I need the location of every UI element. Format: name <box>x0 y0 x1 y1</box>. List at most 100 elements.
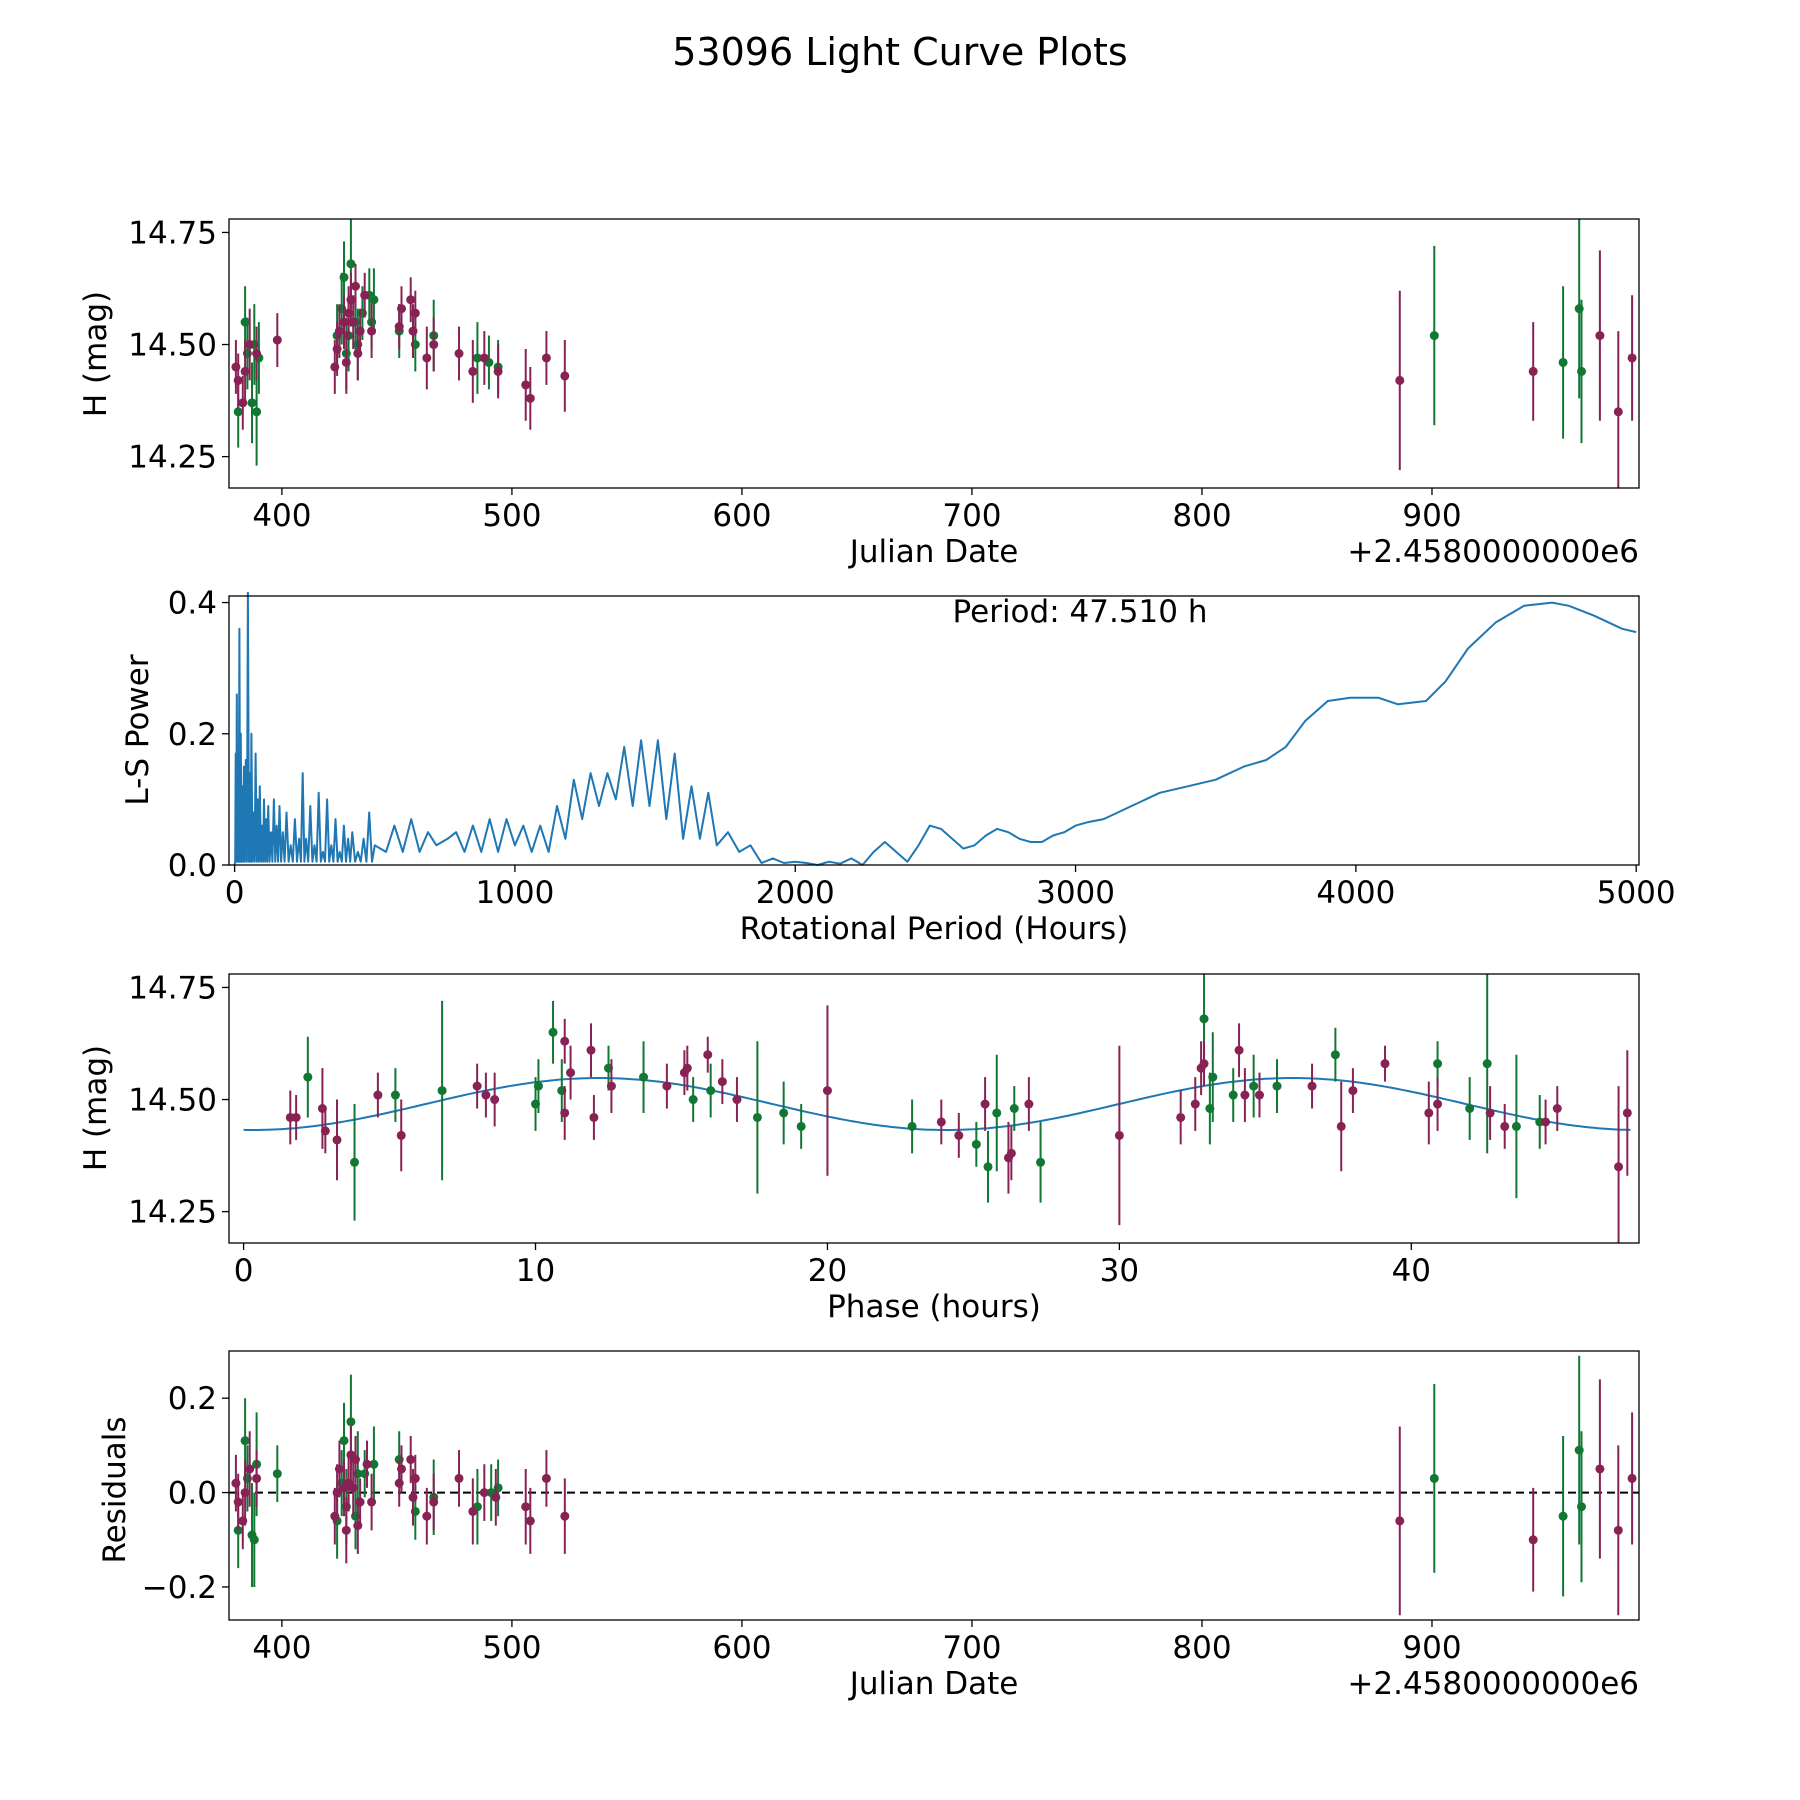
band_b-point <box>406 1455 416 1465</box>
band_b-point <box>560 1511 570 1521</box>
band_a-point <box>688 1095 698 1105</box>
band_a-point <box>272 1469 282 1479</box>
phased-model-curve <box>243 1077 1631 1131</box>
residuals-ylabel: Residuals <box>97 1416 133 1563</box>
band_a-point <box>983 1162 993 1172</box>
band_b-point <box>406 295 416 305</box>
band_a-point <box>1249 1081 1259 1091</box>
band_b-point <box>1541 1117 1551 1127</box>
band_b-point <box>1190 1099 1200 1109</box>
lightcurve-xtick-label: 700 <box>942 498 1001 534</box>
band_b-point <box>373 1090 383 1100</box>
band_b-point <box>525 393 535 403</box>
lightcurve-ticks: 400 500 600 700 800 900 14.25 14.50 14.75 <box>128 215 1461 534</box>
residuals-axes-frame <box>228 1350 1640 1621</box>
phased-xtick-label: 20 <box>808 1253 847 1289</box>
periodogram-axes-frame <box>228 595 1640 866</box>
band_b-point <box>348 317 358 327</box>
band_b-point <box>429 1497 439 1507</box>
band_b-point <box>397 304 407 314</box>
phased-xtick-label: 40 <box>1392 1253 1431 1289</box>
band_b-point <box>822 1086 832 1096</box>
periodogram-xtick-label: 5000 <box>1597 875 1676 911</box>
band_b-point <box>1528 1535 1538 1545</box>
band_a-point <box>1433 1059 1443 1069</box>
band_b-point <box>521 380 531 390</box>
periodogram-xtick-label: 3000 <box>1036 875 1115 911</box>
band_b-point <box>1234 1045 1244 1055</box>
band_b-point <box>410 1473 420 1483</box>
band_a-point <box>346 1417 356 1427</box>
band_b-point <box>1500 1121 1510 1131</box>
band_a-point <box>247 398 257 408</box>
band_b-point <box>332 1135 342 1145</box>
band_b-point <box>479 1488 489 1498</box>
phased-ytick-label: 14.25 <box>128 1195 217 1231</box>
band_b-point <box>334 1464 344 1474</box>
band_b-point <box>233 375 243 385</box>
lightcurve-ytick-label: 14.25 <box>128 440 217 476</box>
band_b-point <box>732 1095 742 1105</box>
band_a-point <box>1429 331 1439 341</box>
band_b-point <box>560 1108 570 1118</box>
band_a-point <box>1482 1059 1492 1069</box>
lightcurve-plot-area <box>231 219 1637 488</box>
band_b-point <box>468 1506 478 1516</box>
band_b-point <box>348 1483 358 1493</box>
band_b-point <box>454 1473 464 1483</box>
band_b-point <box>233 1497 243 1507</box>
band_b-point <box>245 1464 255 1474</box>
periodogram-xtick-label: 1000 <box>475 875 554 911</box>
band_b-point <box>1307 1081 1317 1091</box>
band_a-point <box>1576 366 1586 376</box>
band_a-point <box>1009 1104 1019 1113</box>
lightcurve-xtick-label: 600 <box>712 498 771 534</box>
band_b-point <box>1613 407 1623 417</box>
band_b-point <box>589 1112 599 1122</box>
periodogram-ytick-label: 0.2 <box>168 717 217 753</box>
periodogram-ytick-label: 0.0 <box>168 848 217 884</box>
band_b-point <box>334 326 344 336</box>
lightcurve-ytick-label: 14.50 <box>128 328 217 364</box>
phased-ylabel: H (mag) <box>78 1045 114 1171</box>
band_b-point <box>1006 1148 1016 1158</box>
band_b-point <box>355 326 365 336</box>
band_b-point <box>541 1473 551 1483</box>
band_b-point <box>936 1117 946 1127</box>
figure-title: 53096 Light Curve Plots <box>672 30 1127 74</box>
lightcurve-xtick-label: 800 <box>1172 498 1231 534</box>
band_a-point <box>1205 1104 1215 1113</box>
residuals-xtick-label: 800 <box>1172 1630 1231 1666</box>
lightcurve-xtick-label: 400 <box>252 498 311 534</box>
band_b-point <box>1622 1108 1632 1118</box>
band_a-point <box>1228 1090 1238 1100</box>
periodogram-ylabel: L-S Power <box>120 654 156 805</box>
band_a-point <box>1511 1121 1521 1131</box>
residuals-xtick-label: 400 <box>252 1630 311 1666</box>
periodogram-xtick-label: 4000 <box>1316 875 1395 911</box>
band_b-point <box>954 1130 964 1140</box>
band_a-point <box>1429 1473 1439 1483</box>
band_a-point <box>548 1027 558 1037</box>
lightcurve-xtick-label: 500 <box>482 498 541 534</box>
band_b-point <box>240 1488 250 1498</box>
band_b-point <box>1336 1121 1346 1131</box>
band_b-point <box>1114 1130 1124 1140</box>
phased-ytick-label: 14.50 <box>128 1083 217 1119</box>
periodogram-plot-area <box>233 591 1637 866</box>
band_b-point <box>422 353 432 363</box>
band_a-point <box>339 1436 349 1446</box>
band_b-point <box>1199 1059 1209 1069</box>
residuals-ytick-label: 0.0 <box>168 1476 217 1512</box>
band_a-point <box>1576 1502 1586 1512</box>
residuals-xlabel: Julian Date <box>848 1666 1019 1702</box>
band_b-point <box>1348 1086 1358 1096</box>
lightcurve-panel: 400 500 600 700 800 900 14.25 14.50 14.75 Julian… <box>78 215 1640 570</box>
band_b-point <box>980 1099 990 1109</box>
band_b-point <box>355 1497 365 1507</box>
band_a-point <box>779 1108 789 1118</box>
period-annotation: Period: 47.510 h <box>953 594 1208 630</box>
residuals-xtick-label: 500 <box>482 1630 541 1666</box>
band_b-point <box>541 353 551 363</box>
